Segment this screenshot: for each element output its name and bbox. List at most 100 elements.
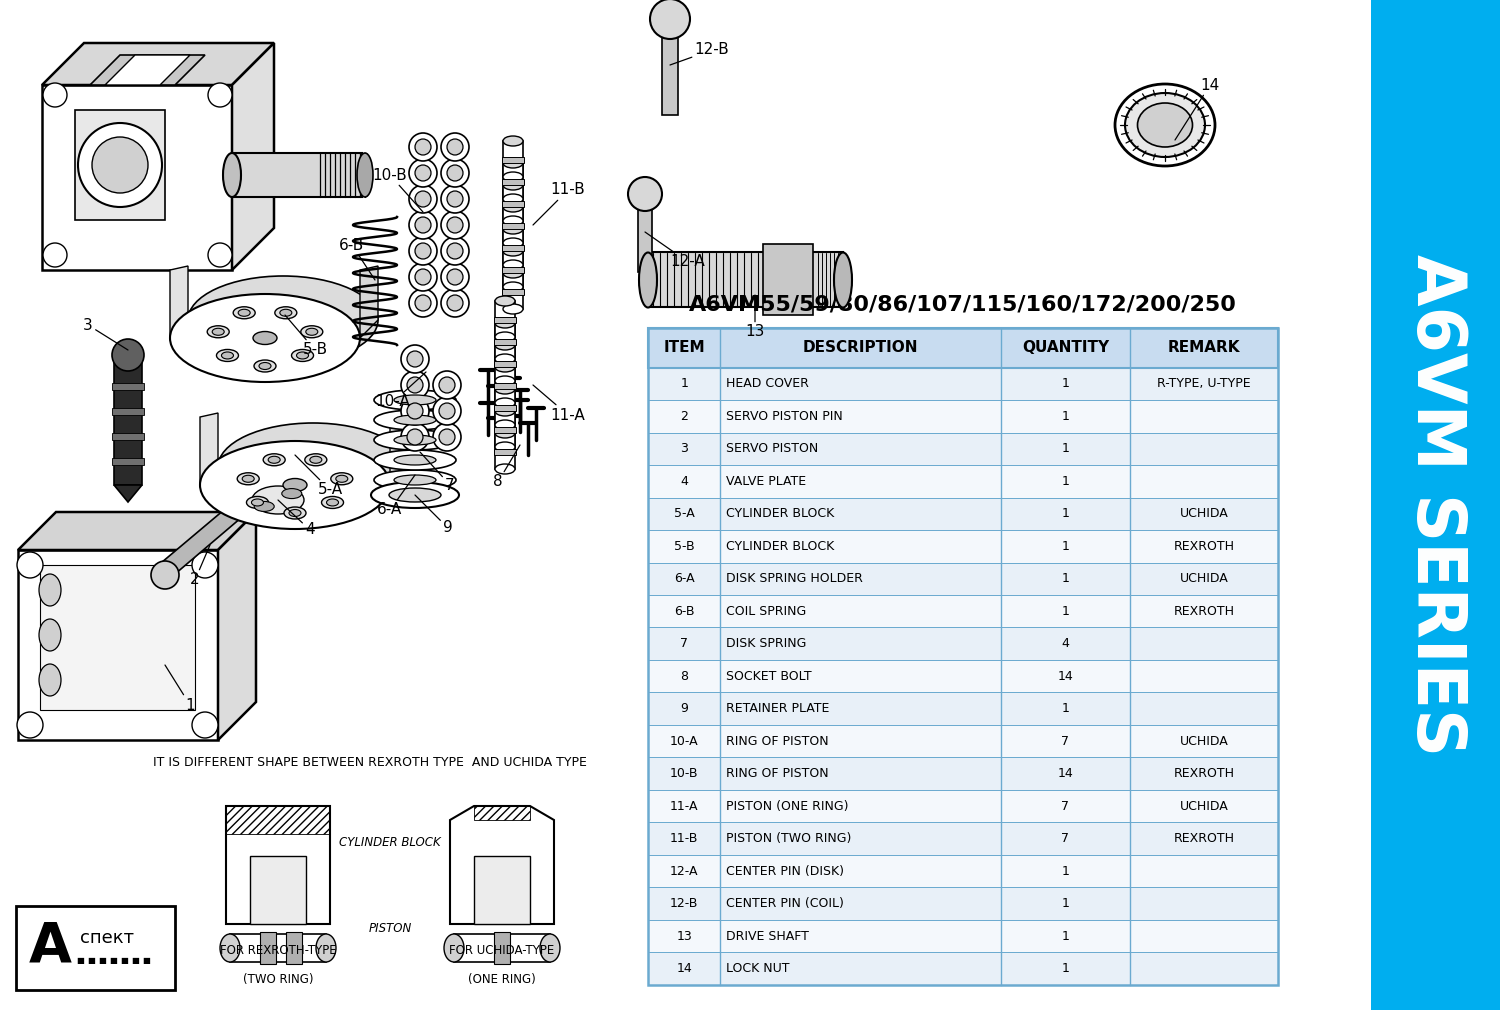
Circle shape <box>44 83 68 107</box>
Bar <box>495 323 514 359</box>
Ellipse shape <box>332 473 352 485</box>
Bar <box>454 934 550 962</box>
Bar <box>230 934 326 962</box>
Ellipse shape <box>268 457 280 464</box>
Ellipse shape <box>410 185 436 213</box>
Polygon shape <box>450 806 554 924</box>
Text: спект: спект <box>80 929 134 947</box>
Text: 6-A: 6-A <box>674 573 694 585</box>
Polygon shape <box>114 485 142 502</box>
Polygon shape <box>390 413 408 485</box>
Ellipse shape <box>374 470 456 490</box>
Ellipse shape <box>39 664 62 696</box>
Bar <box>503 157 524 163</box>
Polygon shape <box>232 43 274 270</box>
Ellipse shape <box>254 360 276 372</box>
Ellipse shape <box>284 479 308 492</box>
Ellipse shape <box>238 309 250 316</box>
Text: 1: 1 <box>1062 475 1070 488</box>
Ellipse shape <box>207 326 230 337</box>
Ellipse shape <box>217 423 408 511</box>
Ellipse shape <box>447 191 464 207</box>
Ellipse shape <box>503 180 524 190</box>
Ellipse shape <box>306 328 318 335</box>
Bar <box>648 530 1278 563</box>
Ellipse shape <box>262 453 285 466</box>
Text: 12-B: 12-B <box>670 42 729 65</box>
Text: ■: ■ <box>120 955 128 965</box>
Bar <box>648 563 1278 595</box>
Text: VALVE PLATE: VALVE PLATE <box>726 475 807 488</box>
Ellipse shape <box>284 507 306 519</box>
Text: CYLINDER BLOCK: CYLINDER BLOCK <box>726 507 834 520</box>
Ellipse shape <box>440 403 454 419</box>
Circle shape <box>44 243 68 267</box>
Text: 2: 2 <box>190 545 210 588</box>
Text: DRIVE SHAFT: DRIVE SHAFT <box>726 929 810 942</box>
Text: A: A <box>28 920 72 974</box>
Bar <box>494 932 510 964</box>
Ellipse shape <box>410 263 436 291</box>
Bar <box>474 856 530 924</box>
Text: 10-A: 10-A <box>670 734 699 747</box>
Circle shape <box>209 83 232 107</box>
Bar <box>648 888 1278 920</box>
Text: 14: 14 <box>1058 768 1074 780</box>
Text: 5-A: 5-A <box>674 507 694 520</box>
Ellipse shape <box>406 351 423 367</box>
Ellipse shape <box>433 371 460 399</box>
Ellipse shape <box>237 473 260 485</box>
Text: 10-B: 10-B <box>372 168 423 212</box>
Polygon shape <box>217 512 256 740</box>
Ellipse shape <box>252 486 305 514</box>
Circle shape <box>192 712 217 738</box>
Text: QUANTITY: QUANTITY <box>1022 340 1108 356</box>
Ellipse shape <box>410 133 436 161</box>
Ellipse shape <box>416 191 430 207</box>
Ellipse shape <box>316 934 336 962</box>
Ellipse shape <box>220 934 240 962</box>
Ellipse shape <box>39 574 62 606</box>
Ellipse shape <box>374 450 456 470</box>
Ellipse shape <box>495 376 514 386</box>
Ellipse shape <box>400 371 429 399</box>
Text: 12-A: 12-A <box>645 232 705 270</box>
Ellipse shape <box>216 349 238 362</box>
Ellipse shape <box>503 158 524 168</box>
Ellipse shape <box>503 282 524 292</box>
Ellipse shape <box>394 475 436 485</box>
Text: 12-A: 12-A <box>670 865 699 878</box>
Text: 13: 13 <box>676 929 692 942</box>
FancyBboxPatch shape <box>16 906 176 990</box>
Bar <box>503 223 524 229</box>
Text: PISTON (ONE RING): PISTON (ONE RING) <box>726 800 849 813</box>
Text: ■: ■ <box>87 955 94 965</box>
Text: REXROTH: REXROTH <box>1173 605 1234 618</box>
Ellipse shape <box>495 420 514 430</box>
Text: ■: ■ <box>110 955 117 965</box>
Text: 3: 3 <box>82 317 128 350</box>
Text: CYLINDER BLOCK: CYLINDER BLOCK <box>726 539 834 552</box>
Bar <box>226 806 330 924</box>
Ellipse shape <box>252 499 264 506</box>
Text: 1: 1 <box>1062 865 1070 878</box>
Ellipse shape <box>394 395 436 405</box>
Ellipse shape <box>410 211 436 239</box>
Text: 1: 1 <box>1062 410 1070 423</box>
Text: PISTON (TWO RING): PISTON (TWO RING) <box>726 832 852 845</box>
Text: ■: ■ <box>98 955 106 965</box>
Polygon shape <box>42 43 274 85</box>
Ellipse shape <box>406 403 423 419</box>
Bar <box>648 790 1278 822</box>
Ellipse shape <box>310 457 322 464</box>
Text: 1: 1 <box>1062 539 1070 552</box>
Text: 1: 1 <box>1062 378 1070 391</box>
Ellipse shape <box>406 429 423 445</box>
Bar <box>260 932 276 964</box>
Bar <box>638 207 652 272</box>
Ellipse shape <box>280 309 292 316</box>
Ellipse shape <box>224 153 242 197</box>
Text: 1: 1 <box>1062 507 1070 520</box>
Ellipse shape <box>433 423 460 451</box>
Text: 7: 7 <box>420 452 454 493</box>
